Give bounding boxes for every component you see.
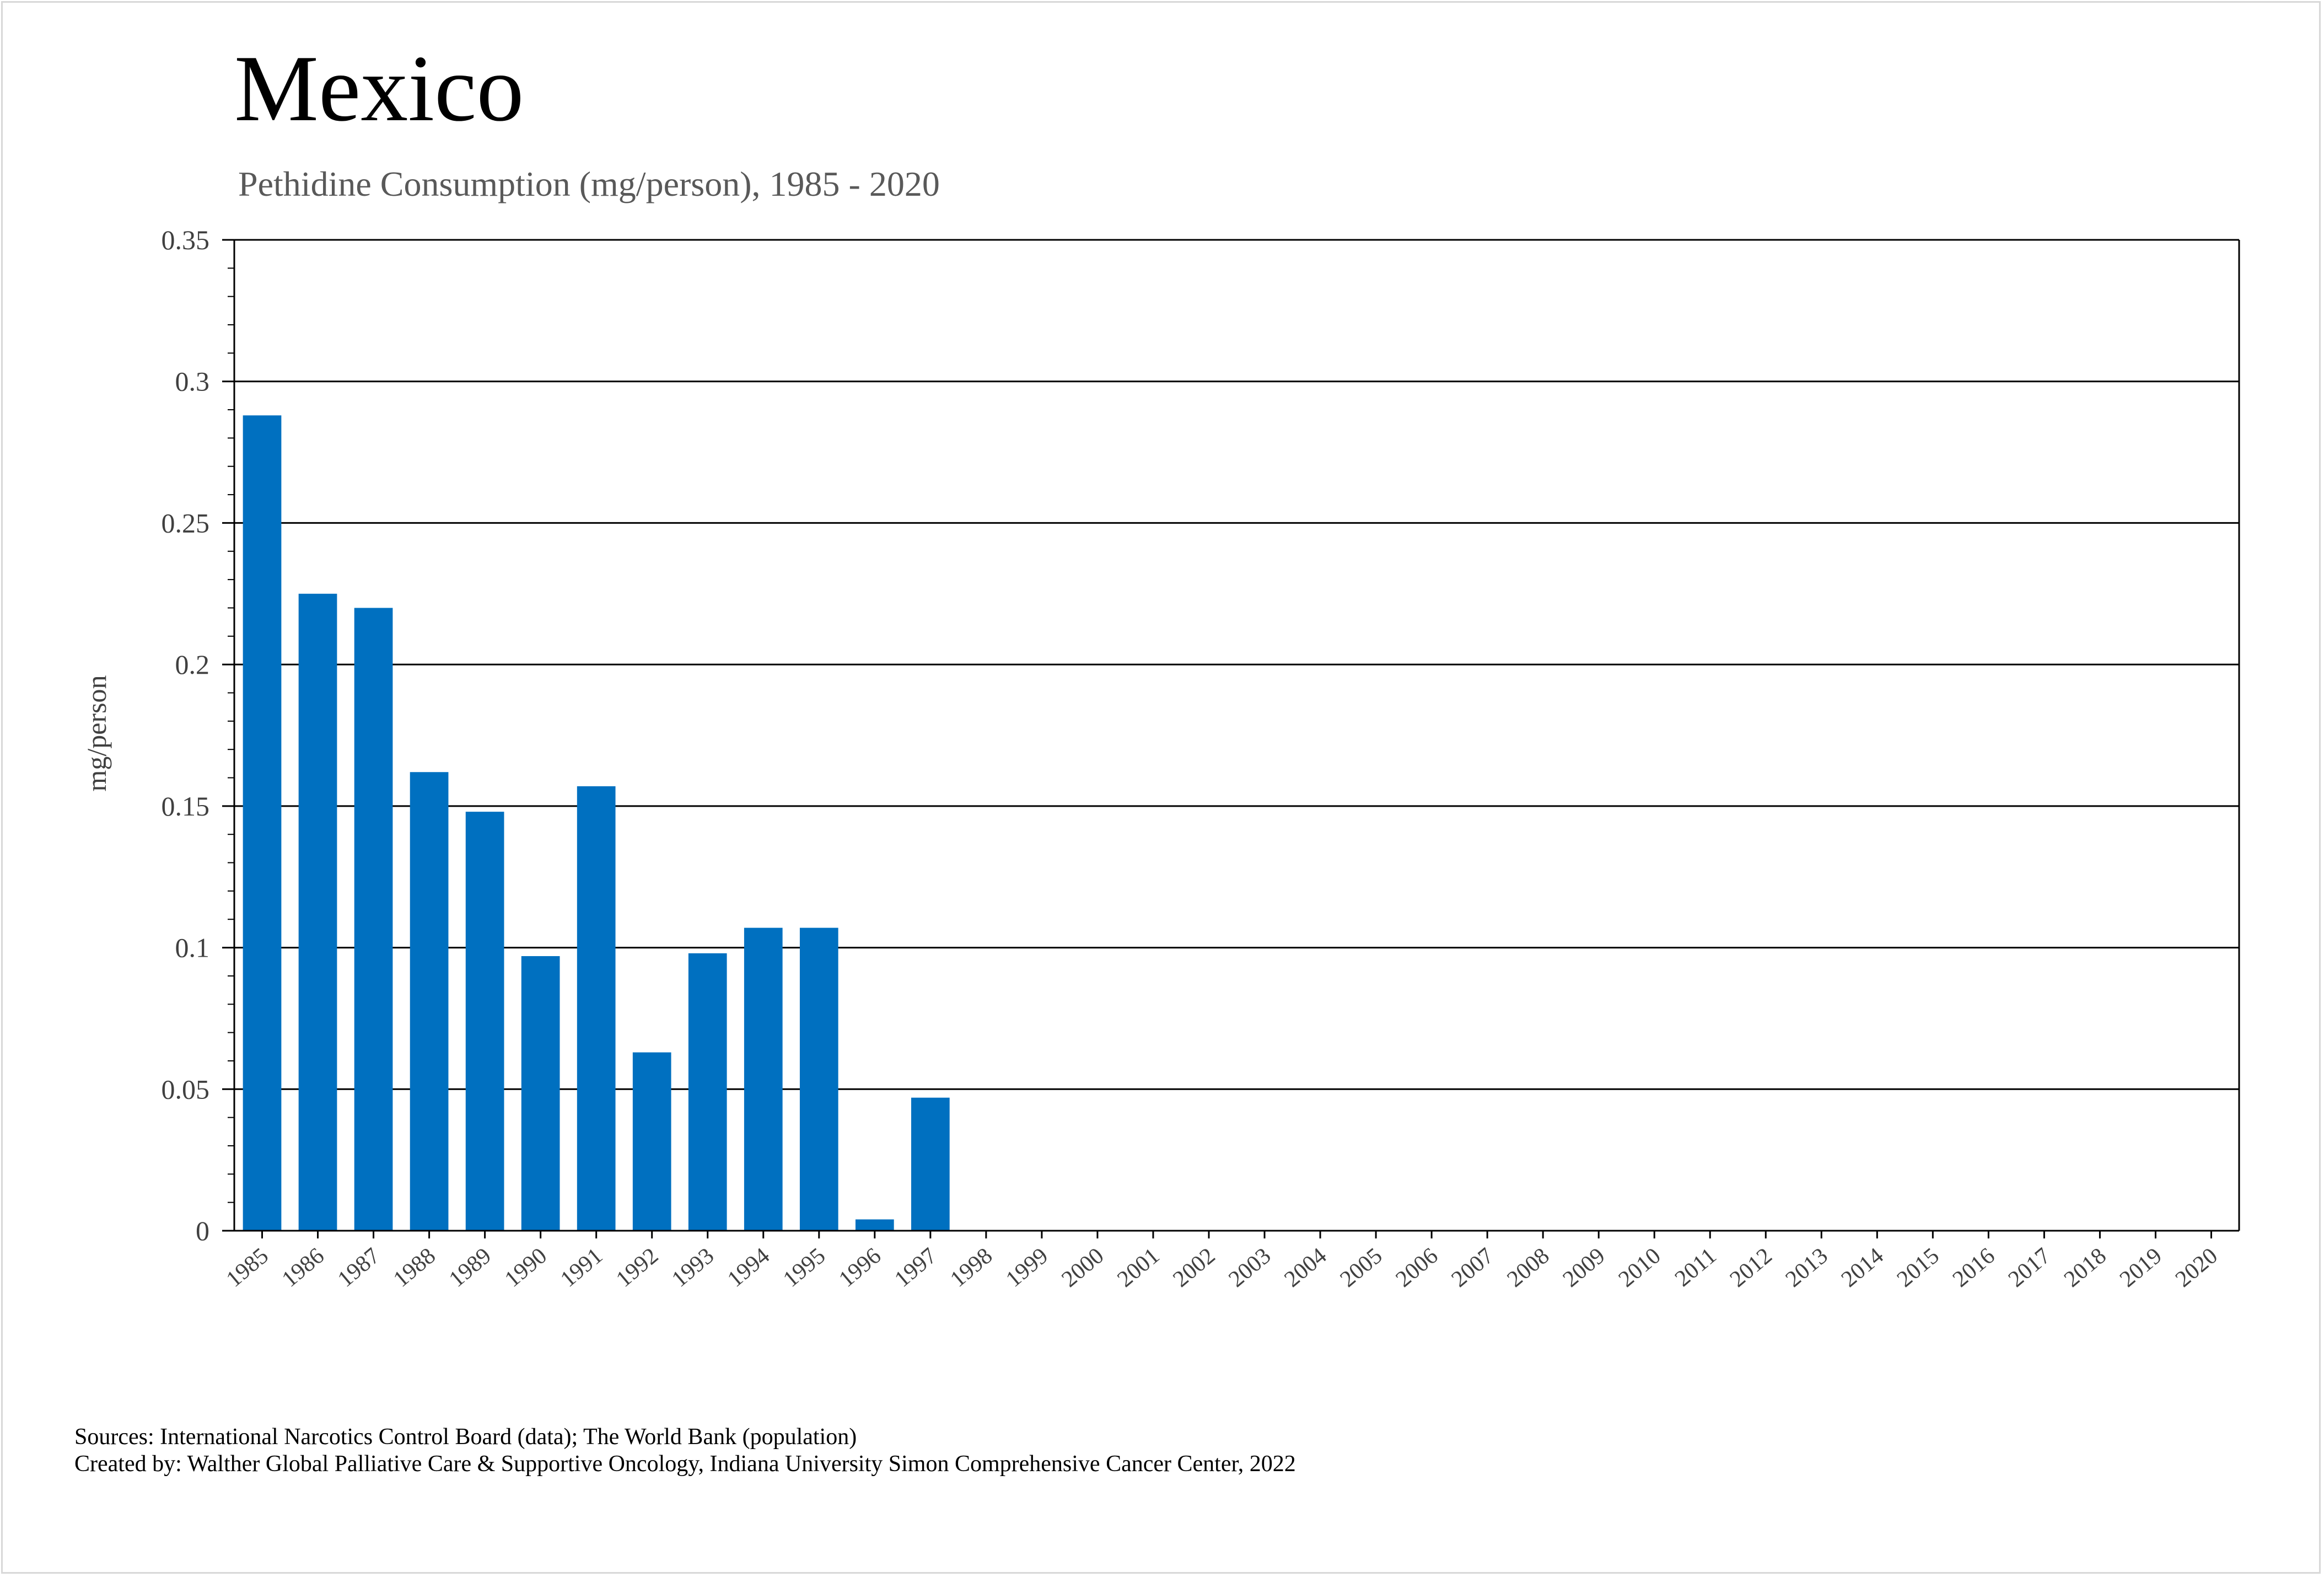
y-tick-label: 0.2	[175, 649, 210, 680]
bar-1985	[243, 415, 282, 1231]
x-tick-label: 1994	[723, 1243, 774, 1292]
x-tick-label: 2008	[1503, 1243, 1554, 1292]
x-tick-label: 1990	[500, 1243, 552, 1292]
bar-1996	[855, 1219, 894, 1231]
bar-1995	[799, 927, 838, 1231]
x-tick-label: 2014	[1837, 1243, 1889, 1292]
x-tick-label: 1988	[389, 1243, 440, 1292]
bar-1992	[632, 1052, 671, 1231]
x-tick-label: 1992	[611, 1243, 663, 1292]
x-tick-label: 2005	[1336, 1243, 1387, 1292]
x-tick-label: 2015	[1892, 1243, 1944, 1292]
x-tick-label: 2013	[1781, 1243, 1833, 1292]
x-tick-label: 1995	[778, 1243, 830, 1292]
x-tick-label: 2019	[2115, 1243, 2167, 1292]
bar-1987	[354, 608, 393, 1231]
x-tick-label: 2010	[1614, 1243, 1666, 1292]
x-tick-label: 2011	[1670, 1243, 1722, 1291]
bar-1990	[521, 956, 560, 1231]
y-tick-label: 0.3	[175, 366, 210, 397]
sources-note: Sources: International Narcotics Control…	[74, 1424, 857, 1450]
chart-subtitle: Pethidine Consumption (mg/person), 1985 …	[238, 164, 940, 203]
bar-1989	[465, 812, 504, 1231]
x-tick-label: 2001	[1112, 1243, 1164, 1292]
x-tick-label: 1985	[222, 1243, 273, 1292]
x-tick-label: 2016	[1948, 1243, 2000, 1292]
y-tick-label: 0.35	[162, 224, 210, 255]
x-tick-label: 2002	[1168, 1243, 1220, 1292]
bar-1986	[298, 593, 337, 1231]
bar-1997	[911, 1097, 950, 1231]
x-tick-label: 1997	[890, 1243, 942, 1292]
x-tick-label: 1998	[945, 1243, 997, 1292]
x-tick-label: 2012	[1725, 1243, 1777, 1292]
bar-1988	[410, 772, 449, 1231]
bar-1991	[577, 786, 616, 1231]
x-tick-label: 2007	[1447, 1243, 1499, 1292]
x-tick-label: 1987	[333, 1243, 385, 1292]
y-tick-label: 0	[196, 1215, 209, 1246]
chart-title: Mexico	[234, 36, 524, 141]
x-tick-label: 2009	[1558, 1243, 1610, 1292]
x-tick-label: 2018	[2059, 1243, 2111, 1292]
created-by-note: Created by: Walther Global Palliative Ca…	[74, 1451, 1296, 1477]
x-tick-label: 1993	[667, 1243, 719, 1292]
x-tick-label: 2020	[2171, 1243, 2223, 1292]
x-tick-label: 1989	[444, 1243, 496, 1292]
y-tick-label: 0.1	[175, 932, 210, 963]
y-tick-label: 0.25	[162, 507, 210, 538]
x-tick-label: 2017	[2004, 1243, 2056, 1292]
bar-1993	[688, 953, 727, 1231]
x-tick-label: 1991	[556, 1243, 607, 1292]
x-tick-label: 1999	[1001, 1243, 1053, 1292]
x-tick-label: 1986	[277, 1243, 329, 1292]
y-tick-label: 0.05	[162, 1074, 210, 1104]
x-tick-label: 2003	[1224, 1243, 1276, 1292]
x-tick-label: 2004	[1280, 1243, 1332, 1292]
bar-1994	[744, 927, 783, 1231]
x-tick-label: 2000	[1057, 1243, 1109, 1292]
x-tick-label: 1996	[834, 1243, 886, 1292]
x-tick-label: 2006	[1391, 1243, 1443, 1292]
y-tick-label: 0.15	[162, 791, 210, 822]
